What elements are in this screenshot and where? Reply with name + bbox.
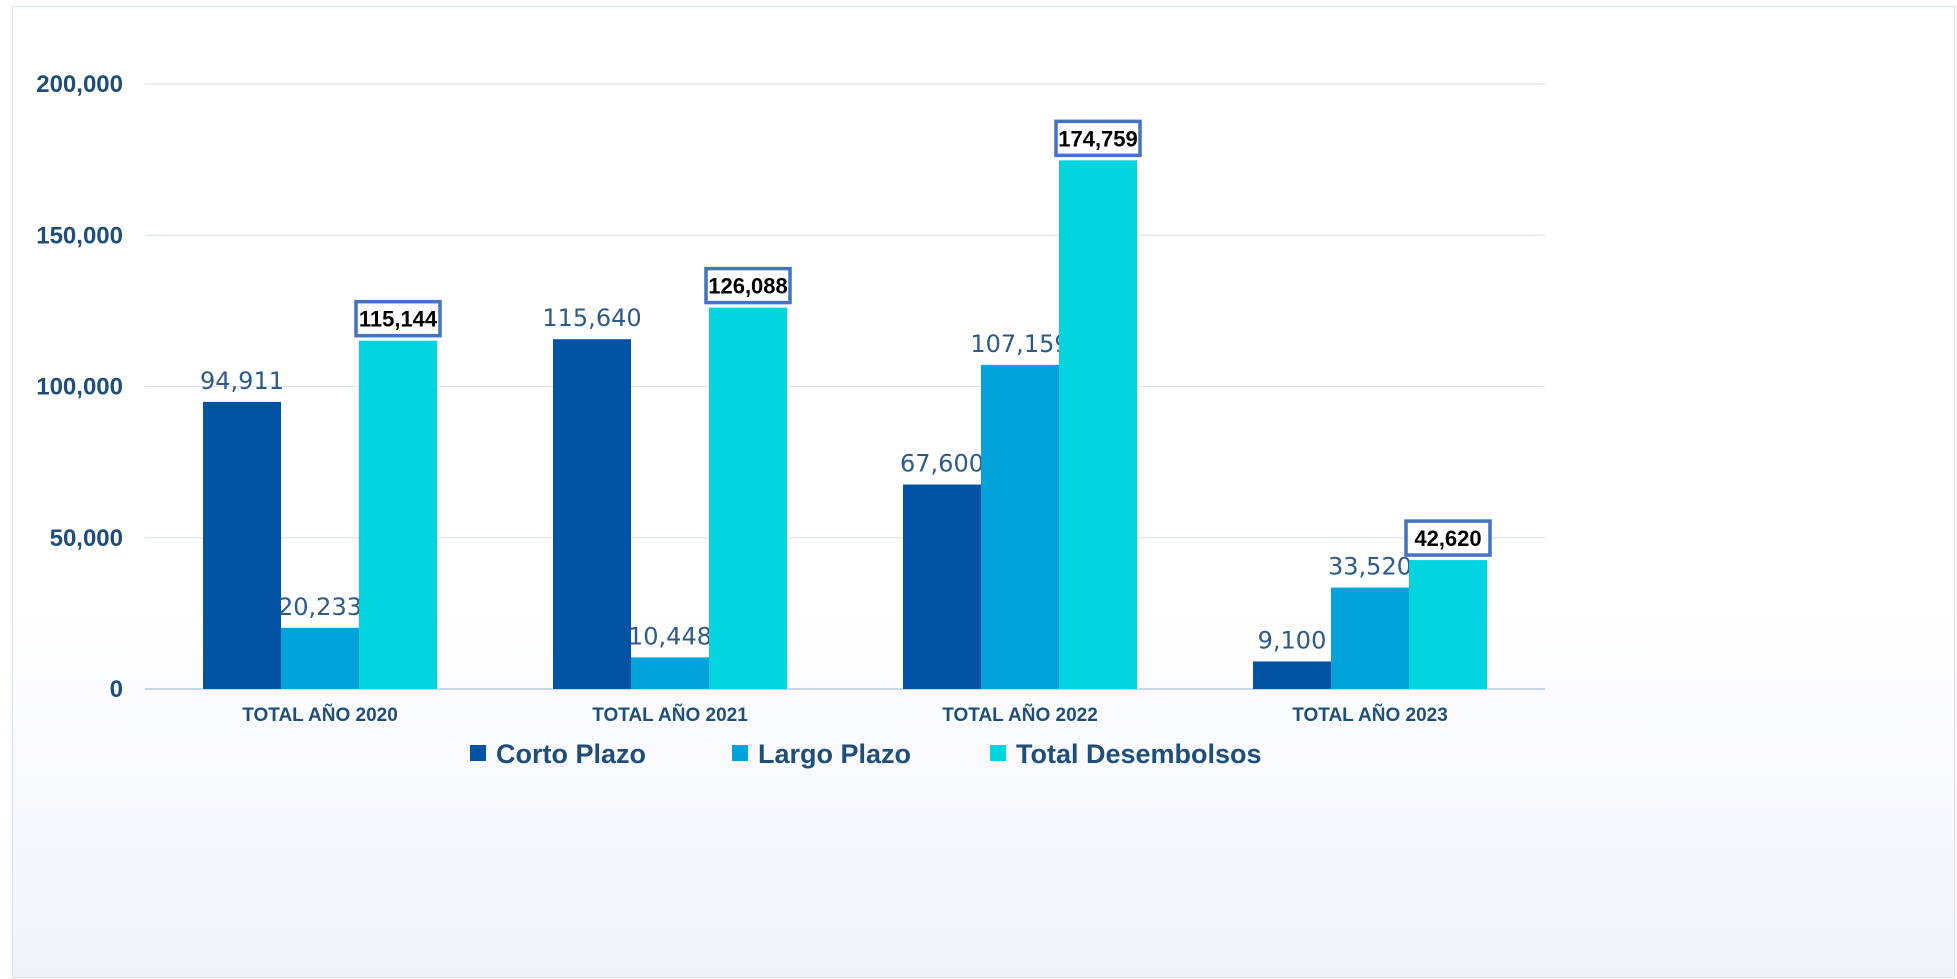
y-tick-label: 50,000 [50, 525, 123, 552]
y-tick-label: 100,000 [36, 374, 123, 401]
bar [1253, 661, 1331, 689]
legend-label: Largo Plazo [758, 739, 911, 769]
y-tick-label: 0 [110, 676, 123, 703]
legend-swatch [470, 745, 486, 761]
data-label: 67,600 [900, 450, 984, 478]
data-label-box [354, 299, 442, 338]
legend-swatch [990, 745, 1006, 761]
data-label: 10,448 [628, 622, 712, 650]
legend-label: Corto Plazo [496, 739, 646, 769]
legend-swatch [732, 745, 748, 761]
data-label: 33,520 [1328, 553, 1412, 581]
y-tick-label: 150,000 [36, 222, 123, 249]
data-label: 107,159 [970, 330, 1069, 358]
x-tick-label: TOTAL AÑO 2022 [942, 704, 1098, 726]
data-label: 115,640 [542, 304, 641, 332]
legend-label: Total Desembolsos [1016, 739, 1262, 769]
bar [1409, 560, 1487, 689]
bar [203, 401, 281, 689]
bar [359, 340, 437, 689]
x-tick-label: TOTAL AÑO 2023 [1292, 704, 1448, 726]
data-label: 94,911 [200, 367, 284, 395]
y-tick-label: 200,000 [36, 71, 123, 98]
bar [631, 657, 709, 689]
bar [1331, 587, 1409, 689]
data-label-box [1054, 119, 1142, 158]
data-label: 42,620 [1414, 526, 1481, 551]
bar [1059, 160, 1137, 690]
bar [981, 364, 1059, 689]
x-tick-label: TOTAL AÑO 2020 [242, 704, 398, 726]
x-tick-label: TOTAL AÑO 2021 [592, 704, 748, 726]
data-label-box [1404, 519, 1492, 557]
bar [709, 307, 787, 689]
bar [553, 339, 631, 689]
data-label: 126,088 [708, 274, 788, 299]
data-label: 115,144 [359, 307, 438, 332]
data-label: 9,100 [1258, 626, 1327, 654]
bar [281, 627, 359, 689]
bar [903, 484, 981, 689]
data-label: 20,233 [278, 593, 362, 621]
data-label-box [704, 266, 792, 305]
data-label: 174,759 [1058, 126, 1138, 151]
